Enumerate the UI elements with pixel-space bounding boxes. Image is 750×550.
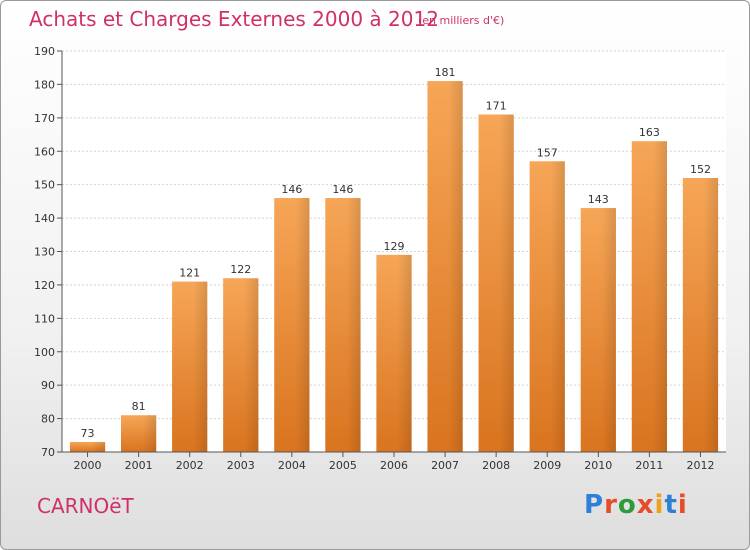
chart-subtitle: (en milliers d'€): [418, 14, 505, 27]
bar-shade: [448, 81, 463, 452]
logo-letter: t: [664, 490, 678, 520]
x-tick-label: 2012: [686, 459, 714, 472]
y-tick-label: 70: [41, 446, 55, 459]
x-tick-label: 2008: [482, 459, 510, 472]
bars: 73 81 121 122 146 146 129 181 171 157 143 163 152: [69, 66, 719, 452]
bar-shade: [91, 441, 106, 452]
bar-shade: [346, 198, 361, 452]
y-axis: 70 80 90 100 110 120 130 140 150 160 170 180 190: [34, 45, 63, 459]
y-tick-label: 180: [34, 78, 55, 91]
y-tick-label: 190: [34, 45, 55, 58]
data-label: 146: [281, 183, 302, 196]
y-tick-label: 120: [34, 279, 55, 292]
data-label: 129: [384, 240, 405, 253]
y-tick-label: 130: [34, 246, 55, 259]
logo-letter: i: [677, 490, 688, 520]
y-tick-label: 170: [34, 112, 55, 125]
logo-letter: o: [617, 490, 637, 520]
data-label: 171: [486, 99, 507, 112]
bar-shade: [142, 415, 157, 452]
x-tick-label: 2011: [635, 459, 663, 472]
data-label: 122: [230, 263, 251, 276]
x-tick-label: 2002: [176, 459, 204, 472]
bar-shade: [193, 281, 208, 452]
data-label: 146: [332, 183, 353, 196]
logo-letter: x: [636, 490, 655, 520]
logo-letter: P: [584, 490, 605, 520]
x-tick-label: 2004: [278, 459, 306, 472]
x-tick-label: 2007: [431, 459, 459, 472]
x-tick-label: 2005: [329, 459, 357, 472]
x-tick-label: 2010: [584, 459, 612, 472]
logo-letter: i: [654, 490, 665, 520]
bar-shade: [397, 254, 412, 452]
y-tick-label: 90: [41, 379, 55, 392]
data-label: 152: [690, 163, 711, 176]
chart-title: Achats et Charges Externes 2000 à 2012: [29, 7, 439, 31]
data-label: 81: [132, 400, 146, 413]
y-tick-label: 140: [34, 212, 55, 225]
bar-shade: [244, 278, 259, 452]
y-tick-label: 110: [34, 312, 55, 325]
bar-shade: [652, 141, 668, 452]
logo-letter: r: [604, 490, 618, 520]
data-label: 143: [588, 193, 609, 206]
x-axis: 2000 2001 2002 2003 2004 2005 2006 2007 2008 2009…: [62, 451, 726, 472]
commune-name: CARNOëT: [37, 494, 134, 518]
y-tick-label: 150: [34, 179, 55, 192]
y-tick-label: 100: [34, 346, 55, 359]
bar-shade: [295, 198, 310, 452]
x-tick-label: 2009: [533, 459, 561, 472]
data-label: 181: [435, 66, 456, 79]
bar: [69, 441, 106, 452]
bar-shade: [550, 161, 565, 452]
bar-shade: [601, 208, 616, 452]
x-tick-label: 2001: [125, 459, 153, 472]
y-tick-label: 80: [41, 413, 55, 426]
data-label: 121: [179, 267, 200, 280]
y-tick-label: 160: [34, 145, 55, 158]
x-tick-label: 2003: [227, 459, 255, 472]
data-label: 157: [537, 146, 558, 159]
x-tick-label: 2006: [380, 459, 408, 472]
data-label: 163: [639, 126, 660, 139]
bar-shade: [703, 177, 719, 452]
bar-shade: [499, 114, 514, 452]
x-tick-label: 2000: [74, 459, 102, 472]
data-label: 73: [81, 427, 95, 440]
proxiti-logo[interactable]: Proxiti: [584, 490, 688, 520]
